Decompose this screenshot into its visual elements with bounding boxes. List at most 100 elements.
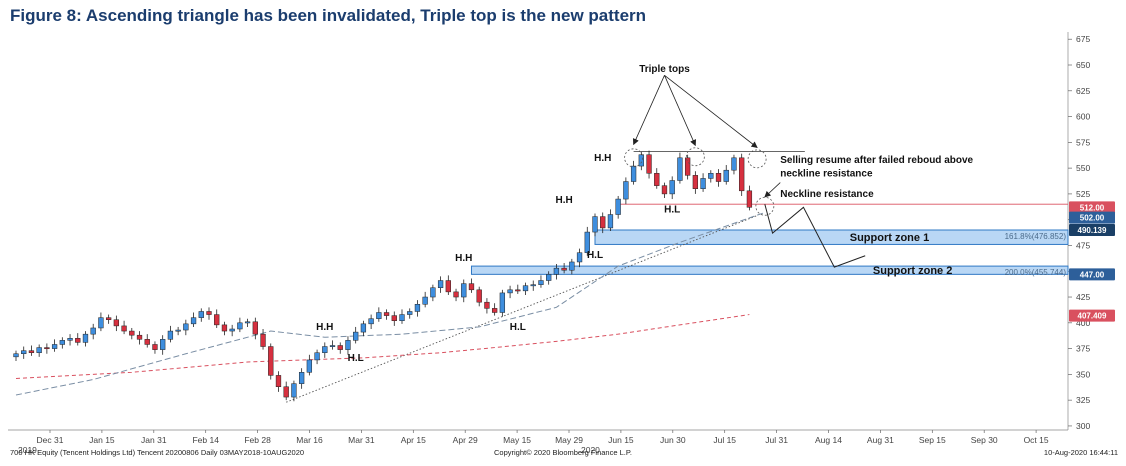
candle-body (28, 350, 35, 353)
y-tick-label: 675 (1076, 34, 1090, 44)
y-tick-label: 425 (1076, 292, 1090, 302)
candle-body (21, 350, 27, 354)
candle-body (499, 292, 506, 313)
candle (561, 263, 567, 274)
footer-copyright: Copyright© 2020 Bloomberg Finance L.P. (494, 448, 632, 457)
support-zone-label: Support zone 1 (850, 232, 929, 244)
support-zone (470, 265, 1069, 275)
candle (59, 337, 65, 349)
candle (422, 291, 428, 308)
candle-body (98, 317, 104, 329)
candle-body (507, 289, 513, 294)
annotation: H.L (587, 250, 603, 261)
x-tick-label: Jan 31 (141, 435, 167, 445)
support-zone (594, 229, 1069, 245)
price-tag (1069, 224, 1115, 236)
triple-top-arrow (632, 75, 665, 146)
candle-body (592, 216, 598, 233)
highlight-circle (624, 148, 643, 168)
candle-body (144, 339, 150, 345)
candle (638, 151, 644, 171)
candle (476, 286, 482, 307)
candle (453, 288, 459, 302)
candle-body (190, 317, 197, 325)
candle (221, 321, 228, 336)
candle (175, 326, 181, 336)
price-tag-label: 490.139 (1078, 226, 1107, 235)
candle-body (600, 216, 606, 229)
candle (569, 258, 575, 275)
candle (152, 341, 158, 354)
candle (283, 381, 289, 401)
candle-body (360, 323, 367, 333)
candle (491, 303, 498, 316)
candle (677, 152, 683, 184)
candle (746, 185, 753, 211)
candle-body (484, 301, 490, 309)
candle (607, 209, 614, 232)
candle-body (746, 190, 753, 208)
candle-body (684, 157, 691, 176)
x-tick-label: Aug 31 (867, 435, 894, 445)
annotation: Selling resume after failed reboud above (780, 155, 973, 166)
x-tick-label: Apr 29 (453, 435, 478, 445)
candle-body (414, 304, 421, 312)
candle-body (322, 346, 328, 353)
candle (136, 331, 143, 345)
candle-body (44, 347, 50, 350)
y-tick-label: 600 (1076, 112, 1090, 122)
annotation: H.L (348, 353, 364, 364)
x-tick-label: Jun 30 (660, 435, 686, 445)
annotation: H.L (664, 204, 680, 215)
candle-body (329, 345, 336, 347)
candle-body (630, 165, 637, 182)
candle (28, 345, 35, 356)
candle-body (198, 311, 204, 318)
candle-body (368, 318, 374, 325)
highlight-circle (747, 149, 767, 169)
candle-body (607, 214, 614, 229)
x-tick-label: May 15 (503, 435, 531, 445)
candle (368, 314, 374, 329)
candle (298, 368, 305, 389)
candle (669, 176, 675, 200)
candle-body (553, 267, 560, 275)
price-tag-label: 512.00 (1080, 203, 1105, 212)
candle-body (275, 375, 282, 387)
candle-body (167, 330, 174, 340)
candle (630, 160, 637, 185)
x-tick-label: Sep 15 (919, 435, 946, 445)
candle-body (739, 157, 745, 192)
candle-body (90, 327, 96, 335)
candle-body (306, 359, 313, 373)
y-tick-label: 550 (1076, 163, 1090, 173)
candle (700, 173, 706, 192)
candle-body (345, 340, 351, 350)
candle-body (646, 154, 652, 174)
candle-body (291, 383, 297, 398)
candle (522, 282, 529, 295)
x-tick-label: Oct 15 (1024, 435, 1049, 445)
candle (553, 264, 560, 280)
candle-body (105, 317, 112, 320)
candle (546, 271, 552, 285)
x-tick-label: Jun 15 (608, 435, 634, 445)
candle (430, 284, 436, 302)
candle-body (708, 173, 714, 179)
candle (291, 380, 297, 402)
candle-body (244, 321, 251, 324)
candle (75, 333, 81, 346)
candle-body (67, 338, 73, 341)
candle-body (700, 178, 706, 189)
candle (468, 278, 475, 293)
moving-average-long (15, 314, 750, 379)
x-tick-label: Feb 28 (244, 435, 271, 445)
candle-body (391, 315, 397, 321)
candle (731, 154, 737, 175)
candle-body (461, 283, 467, 298)
candle (275, 371, 282, 392)
candle (268, 343, 274, 380)
triple-top-arrow (664, 75, 697, 147)
candle-body (677, 157, 683, 181)
